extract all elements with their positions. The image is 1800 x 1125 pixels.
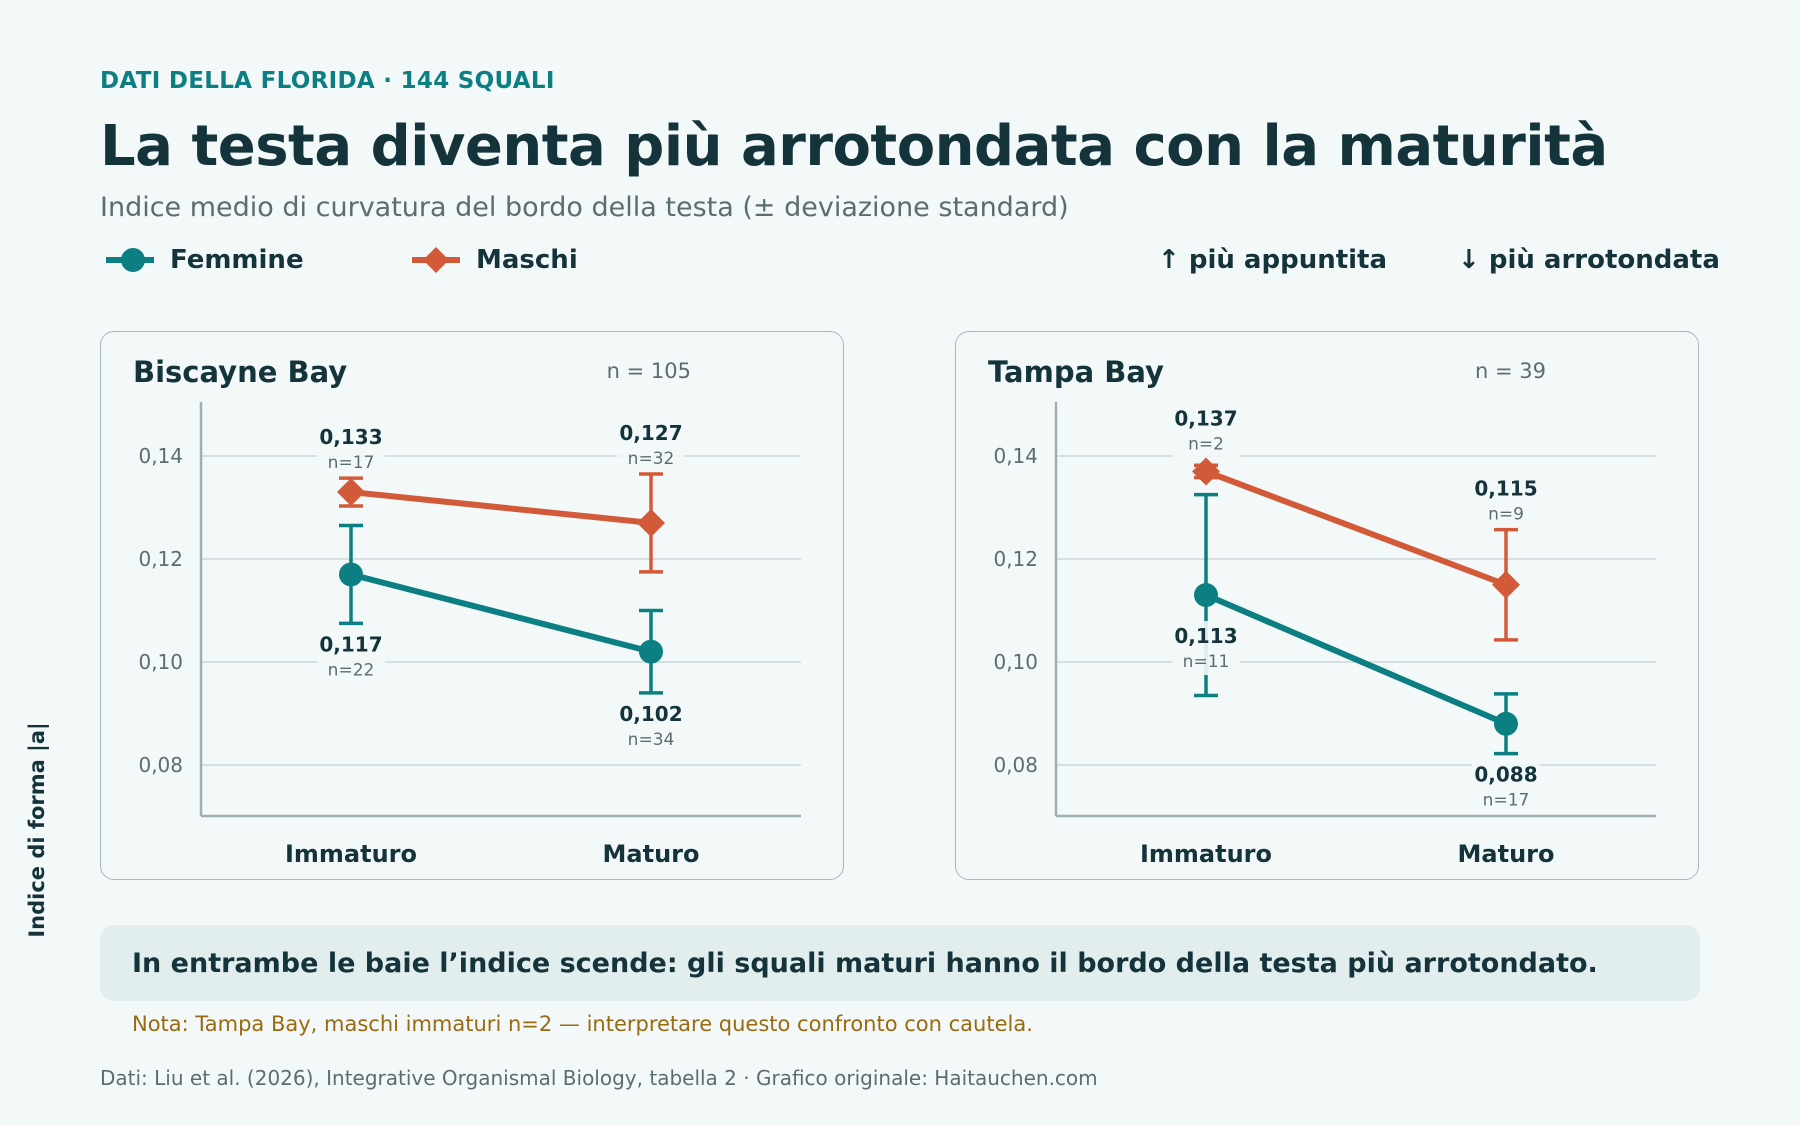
value-label-bg (317, 422, 385, 477)
n-label: n=34 (628, 730, 675, 750)
chart-biscayne-bay: Biscayne Bay n = 105 0,08 0,10 0,12 0,14 Immat… (133, 355, 801, 868)
value-label-bg (1472, 759, 1540, 814)
series-line-male (348, 489, 654, 526)
y-tick-label: 0,14 (993, 444, 1038, 468)
n-label: n=32 (628, 449, 675, 469)
n-label: n=2 (1188, 434, 1224, 454)
value-label-bg (317, 629, 385, 684)
panel-title: Tampa Bay (988, 355, 1164, 389)
value-label: 0,127 (619, 421, 682, 445)
y-tick-label: 0,08 (138, 753, 183, 777)
kicker: DATI DELLA FLORIDA · 144 SQUALI (100, 68, 555, 94)
x-category-label: Immaturo (1140, 840, 1272, 868)
data-point-female (639, 639, 663, 664)
value-label: 0,102 (619, 702, 682, 726)
data-point-female (1494, 711, 1518, 736)
series-line-female (1203, 592, 1509, 727)
n-label: n=11 (1183, 652, 1230, 672)
source-credit: Dati: Liu et al. (2026), Integrative Org… (100, 1066, 1098, 1090)
value-label: 0,117 (319, 632, 382, 656)
x-category-label: Maturo (1458, 840, 1555, 868)
legend-female-marker-icon (106, 248, 154, 272)
value-label: 0,137 (1174, 406, 1237, 430)
value-label-bg (617, 698, 685, 753)
panel-tampa-bay: Tampa Bay n = 39 0,08 0,10 0,12 0,14 Immaturo M… (955, 331, 1699, 880)
panel-n-label: n = 105 (607, 359, 691, 383)
x-category-label: Immaturo (285, 840, 417, 868)
value-label-bg (1172, 403, 1240, 458)
data-point-male (1492, 570, 1520, 599)
n-label: n=17 (328, 453, 375, 473)
y-tick-label: 0,14 (138, 444, 183, 468)
x-category-label: Maturo (603, 840, 700, 868)
value-label: 0,133 (319, 425, 382, 449)
y-tick-label: 0,10 (993, 650, 1038, 674)
data-point-male (1192, 457, 1220, 486)
value-label-bg (1472, 473, 1540, 528)
value-label: 0,088 (1474, 763, 1537, 787)
value-label: 0,113 (1174, 624, 1237, 648)
value-label-bg (617, 418, 685, 473)
n-label: n=17 (1483, 791, 1530, 811)
value-label: 0,115 (1474, 477, 1537, 501)
page-title: La testa diventa più arrotondata con la … (100, 114, 1608, 179)
data-point-female (339, 562, 363, 587)
y-tick-label: 0,10 (138, 650, 183, 674)
chart-tampa-bay: Tampa Bay n = 39 0,08 0,10 0,12 0,14 Immaturo M… (988, 355, 1656, 868)
y-tick-label: 0,12 (138, 547, 183, 571)
legend-label-male: Maschi (476, 245, 578, 275)
value-label-bg (1172, 621, 1240, 676)
y-tick-label: 0,12 (993, 547, 1038, 571)
takeaway-text: In entrambe le baie l’indice scende: gli… (132, 947, 1598, 979)
caution-note: Nota: Tampa Bay, maschi immaturi n=2 — i… (132, 1012, 1033, 1036)
data-point-male (337, 478, 365, 507)
series-line-male (1203, 468, 1509, 588)
panel-n-label: n = 39 (1475, 359, 1546, 383)
data-point-male (637, 508, 665, 537)
hint-pointed: ↑ più appuntita (1158, 245, 1388, 275)
n-label: n=9 (1488, 505, 1524, 525)
legend-item-male: Maschi (410, 244, 578, 276)
subtitle: Indice medio di curvatura del bordo dell… (100, 192, 1069, 223)
data-point-female (1194, 583, 1218, 608)
y-axis-label: Indice di forma |a| (25, 722, 49, 938)
takeaway-box: In entrambe le baie l’indice scende: gli… (100, 925, 1700, 1001)
n-label: n=22 (328, 660, 375, 680)
series-line-female (348, 571, 654, 655)
panel-title: Biscayne Bay (133, 355, 347, 389)
panel-biscayne-bay: Biscayne Bay n = 105 0,08 0,10 0,12 0,14 Immat… (100, 331, 844, 880)
legend-male-marker-icon (412, 247, 460, 273)
hint-rounded: ↓ più arrotondata (1458, 245, 1720, 275)
y-tick-label: 0,08 (993, 753, 1038, 777)
legend-label-female: Femmine (170, 245, 304, 275)
legend-item-female: Femmine (104, 244, 304, 276)
